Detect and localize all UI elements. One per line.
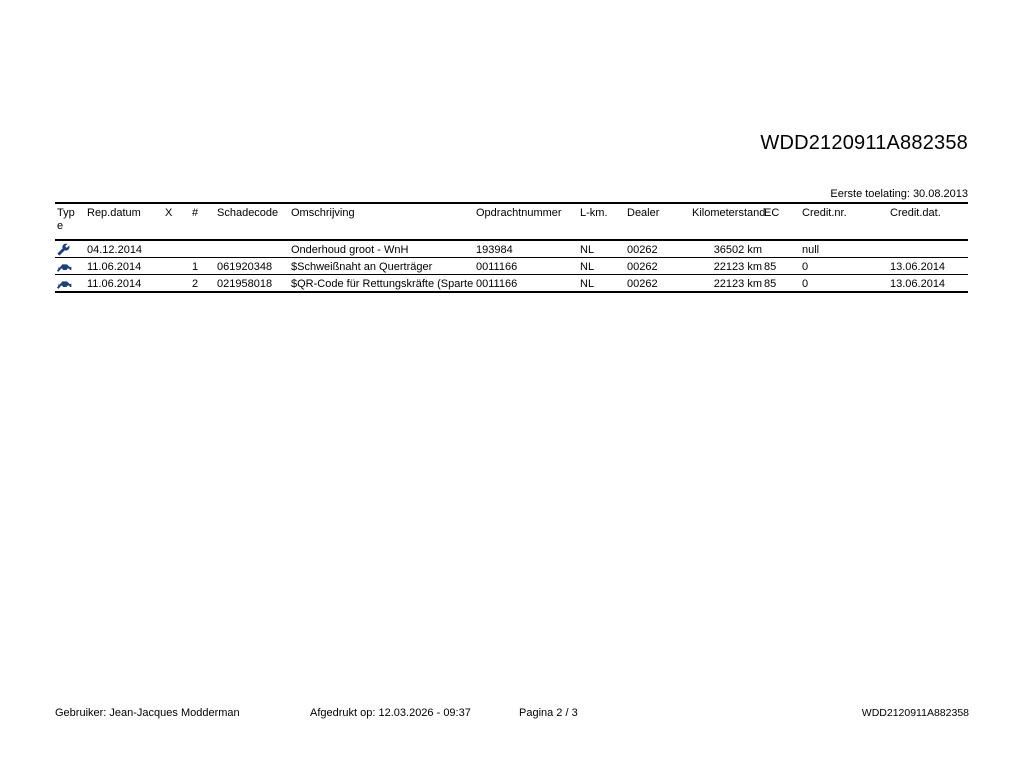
footer-user: Gebruiker: Jean-Jacques Modderman [55, 707, 240, 719]
table-header-row: Typ e Rep.datum X # Schadecode Omschrijv… [55, 203, 968, 241]
column-header-x: X [163, 203, 190, 241]
footer-vin: WDD2120911A882358 [861, 707, 969, 719]
credit-date: 13.06.2014 [888, 274, 968, 293]
ec-value [762, 240, 800, 258]
x-flag [163, 240, 190, 258]
wrench-icon [57, 243, 85, 256]
odometer: 22123 km [690, 257, 762, 275]
damage-code: 021958018 [215, 274, 289, 293]
table-row: 11.06.2014 2 021958018 $QR-Code für Rett… [55, 274, 968, 293]
column-header-rep-datum: Rep.datum [85, 203, 163, 241]
order-number: 0011166 [474, 274, 578, 293]
odometer: 22123 km [690, 274, 762, 293]
country-code: NL [578, 274, 625, 293]
ec-value: 85 [762, 257, 800, 275]
page-title: WDD2120911A882358 [760, 132, 968, 154]
column-header-kilometerstand: Kilometerstand [690, 203, 765, 241]
service-history-table: Typ e Rep.datum X # Schadecode Omschrijv… [55, 202, 968, 293]
column-header-credit-dat: Credit.dat. [888, 203, 968, 241]
dealer-code: 00262 [625, 274, 690, 293]
dealer-code: 00262 [625, 240, 690, 258]
description: Onderhoud groot - WnH [289, 240, 474, 258]
repair-date: 04.12.2014 [85, 240, 163, 258]
column-header-dealer: Dealer [625, 203, 690, 241]
x-flag [163, 257, 190, 275]
row-type-cell [55, 257, 85, 275]
body-repair-icon [57, 261, 85, 272]
column-header-type: Typ e [55, 203, 85, 241]
order-number: 0011166 [474, 257, 578, 275]
body-repair-icon [57, 278, 85, 289]
credit-number: 0 [800, 257, 888, 275]
row-type-cell [55, 240, 85, 258]
order-number: 193984 [474, 240, 578, 258]
damage-code: 061920348 [215, 257, 289, 275]
column-header-omschrijving: Omschrijving [289, 203, 474, 241]
odometer: 36502 km [690, 240, 762, 258]
description: $QR-Code für Rettungskräfte (Sparte [289, 274, 474, 293]
line-number: 1 [190, 257, 215, 275]
damage-code [215, 240, 289, 258]
column-header-schadecode: Schadecode [215, 203, 289, 241]
first-registration-date: Eerste toelating: 30.08.2013 [830, 188, 968, 200]
column-header-opdrachtnummer: Opdrachtnummer [474, 203, 578, 241]
credit-number: 0 [800, 274, 888, 293]
footer-printed-on: Afgedrukt op: 12.03.2026 - 09:37 [310, 707, 471, 719]
country-code: NL [578, 240, 625, 258]
repair-date: 11.06.2014 [85, 257, 163, 275]
dealer-code: 00262 [625, 257, 690, 275]
credit-date: 13.06.2014 [888, 257, 968, 275]
column-header-number: # [190, 203, 215, 241]
x-flag [163, 274, 190, 293]
column-header-ec: EC [762, 203, 800, 241]
line-number: 2 [190, 274, 215, 293]
country-code: NL [578, 257, 625, 275]
credit-number: null [800, 240, 888, 258]
column-header-credit-nr: Credit.nr. [800, 203, 888, 241]
footer-page-number: Pagina 2 / 3 [519, 707, 578, 719]
row-type-cell [55, 274, 85, 293]
repair-date: 11.06.2014 [85, 274, 163, 293]
table-row: 04.12.2014 Onderhoud groot - WnH 193984 … [55, 240, 968, 258]
description: $Schweißnaht an Querträger [289, 257, 474, 275]
table-row: 11.06.2014 1 061920348 $Schweißnaht an Q… [55, 257, 968, 275]
column-header-l-km: L-km. [578, 203, 625, 241]
credit-date [888, 240, 968, 258]
line-number [190, 240, 215, 258]
ec-value: 85 [762, 274, 800, 293]
